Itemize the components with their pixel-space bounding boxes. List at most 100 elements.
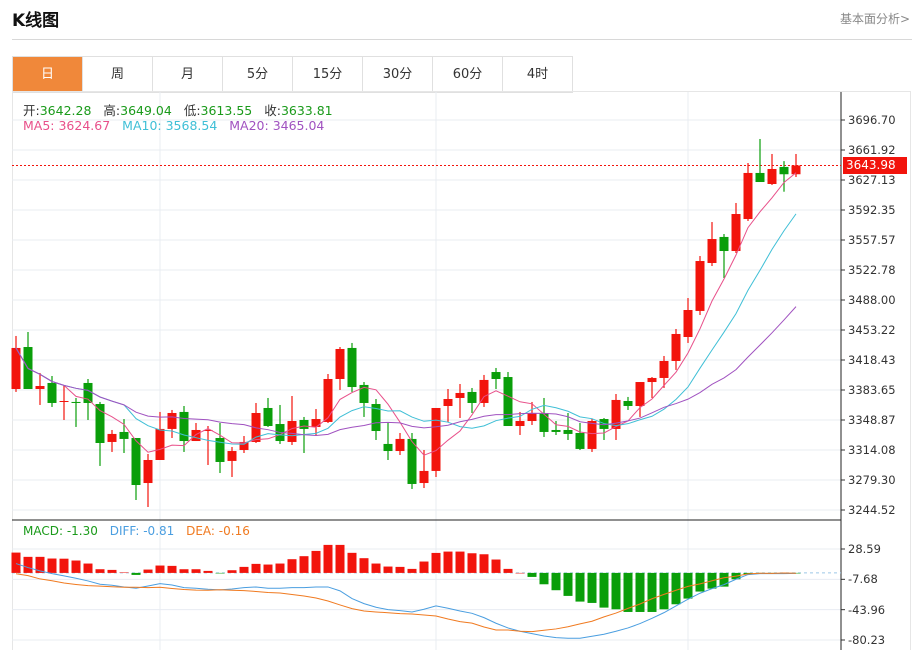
ma10-line — [15, 213, 797, 445]
candle-down — [467, 391, 477, 403]
candle-down — [623, 400, 633, 407]
ma10-value: MA10: 3568.54 — [122, 118, 218, 133]
candle-up — [191, 429, 201, 442]
price-axis-label: 3696.70 — [848, 113, 896, 127]
price-axis-label: 3314.08 — [848, 443, 896, 457]
ma20-value: MA20: 3465.04 — [229, 118, 325, 133]
candle-down — [491, 372, 501, 380]
macd-bar — [275, 563, 285, 573]
candle-up — [443, 399, 453, 407]
macd-bar — [287, 559, 297, 573]
macd-bar — [347, 552, 357, 573]
price-axis-label: 3244.52 — [848, 503, 896, 517]
tab-week[interactable]: 周 — [83, 57, 153, 92]
candle-up — [671, 333, 681, 361]
high-value: 3649.04 — [120, 103, 172, 118]
candle-down — [263, 407, 273, 427]
price-axis-label: 3627.13 — [848, 173, 896, 187]
candle-down — [83, 382, 93, 403]
macd-bar — [647, 572, 657, 612]
macd-bar — [371, 563, 381, 573]
macd-bar — [515, 572, 525, 574]
candle-down — [359, 384, 369, 403]
macd-bar — [11, 552, 21, 573]
current-price-tag: 3643.98 — [843, 157, 907, 174]
macd-bar — [179, 569, 189, 573]
ma20-line — [15, 306, 797, 437]
macd-bar — [407, 568, 417, 573]
candle-up — [647, 377, 657, 383]
macd-bar — [119, 572, 129, 573]
macd-bar — [71, 560, 81, 573]
candle-up — [659, 360, 669, 378]
macd-value: MACD: -1.30 — [23, 524, 98, 538]
macd-bar — [95, 569, 105, 573]
fundamental-analysis-link[interactable]: 基本面分析> — [839, 12, 910, 26]
price-axis-label: 3661.92 — [848, 142, 896, 157]
macd-bar — [383, 566, 393, 573]
candle-up — [683, 310, 693, 338]
page-title: K线图 — [12, 11, 60, 31]
ma5-value: MA5: 3624.67 — [23, 118, 111, 133]
macd-bar — [227, 570, 237, 573]
macd-axis-label: -43.96 — [848, 602, 886, 617]
macd-bar — [491, 559, 501, 573]
macd-bar — [479, 554, 489, 573]
macd-bar — [671, 572, 681, 605]
tab-60min[interactable]: 60分 — [433, 57, 503, 92]
macd-bar — [719, 572, 729, 587]
candle-up — [695, 261, 705, 311]
tab-day[interactable]: 日 — [13, 57, 83, 92]
candle-down — [383, 443, 393, 452]
close-value: 3633.81 — [280, 103, 333, 118]
candle-up — [527, 412, 537, 422]
macd-bar — [467, 553, 477, 573]
candle-down — [47, 382, 57, 403]
tab-30min[interactable]: 30分 — [363, 57, 433, 92]
candle-down — [371, 404, 381, 432]
macd-bar — [323, 544, 333, 573]
tab-15min[interactable]: 15分 — [293, 57, 363, 92]
macd-bar — [215, 572, 225, 574]
candle-up — [743, 172, 753, 220]
candle-up — [767, 168, 777, 184]
candle-up — [395, 438, 405, 452]
macd-bar — [551, 572, 561, 591]
candle-down — [719, 236, 729, 252]
price-axis-label: 3557.57 — [848, 232, 896, 247]
tab-4hour[interactable]: 4时 — [503, 57, 573, 92]
candle-up — [479, 379, 489, 403]
macd-bar — [107, 569, 117, 573]
macd-bar — [623, 572, 633, 612]
macd-bar — [659, 572, 669, 610]
macd-bar — [35, 556, 45, 573]
macd-bar — [587, 572, 597, 603]
macd-axis-label: -7.68 — [848, 572, 878, 587]
diff-line — [15, 563, 797, 639]
low-value: 3613.55 — [200, 103, 253, 118]
candle-down — [95, 404, 105, 444]
candle-up — [611, 399, 621, 429]
macd-bar — [143, 569, 153, 573]
candle-up — [167, 412, 177, 429]
candle-up — [107, 433, 117, 442]
candle-up — [311, 419, 321, 427]
ma5-line — [15, 172, 797, 456]
candle-up — [335, 348, 345, 380]
macd-bar — [311, 550, 321, 573]
macd-bar — [155, 565, 165, 573]
tab-5min[interactable]: 5分 — [223, 57, 293, 92]
dea-line — [15, 572, 797, 633]
macd-bar — [527, 572, 537, 577]
macd-bar — [251, 563, 261, 573]
candle-down — [551, 429, 561, 432]
macd-bar — [563, 572, 573, 596]
macd-bar — [539, 572, 549, 585]
macd-bar — [431, 552, 441, 573]
macd-bar — [395, 566, 405, 573]
candle-down — [131, 437, 141, 486]
tab-month[interactable]: 月 — [153, 57, 223, 92]
price-axis-label: 3383.65 — [848, 383, 896, 397]
macd-axis-label: -80.23 — [848, 633, 886, 647]
